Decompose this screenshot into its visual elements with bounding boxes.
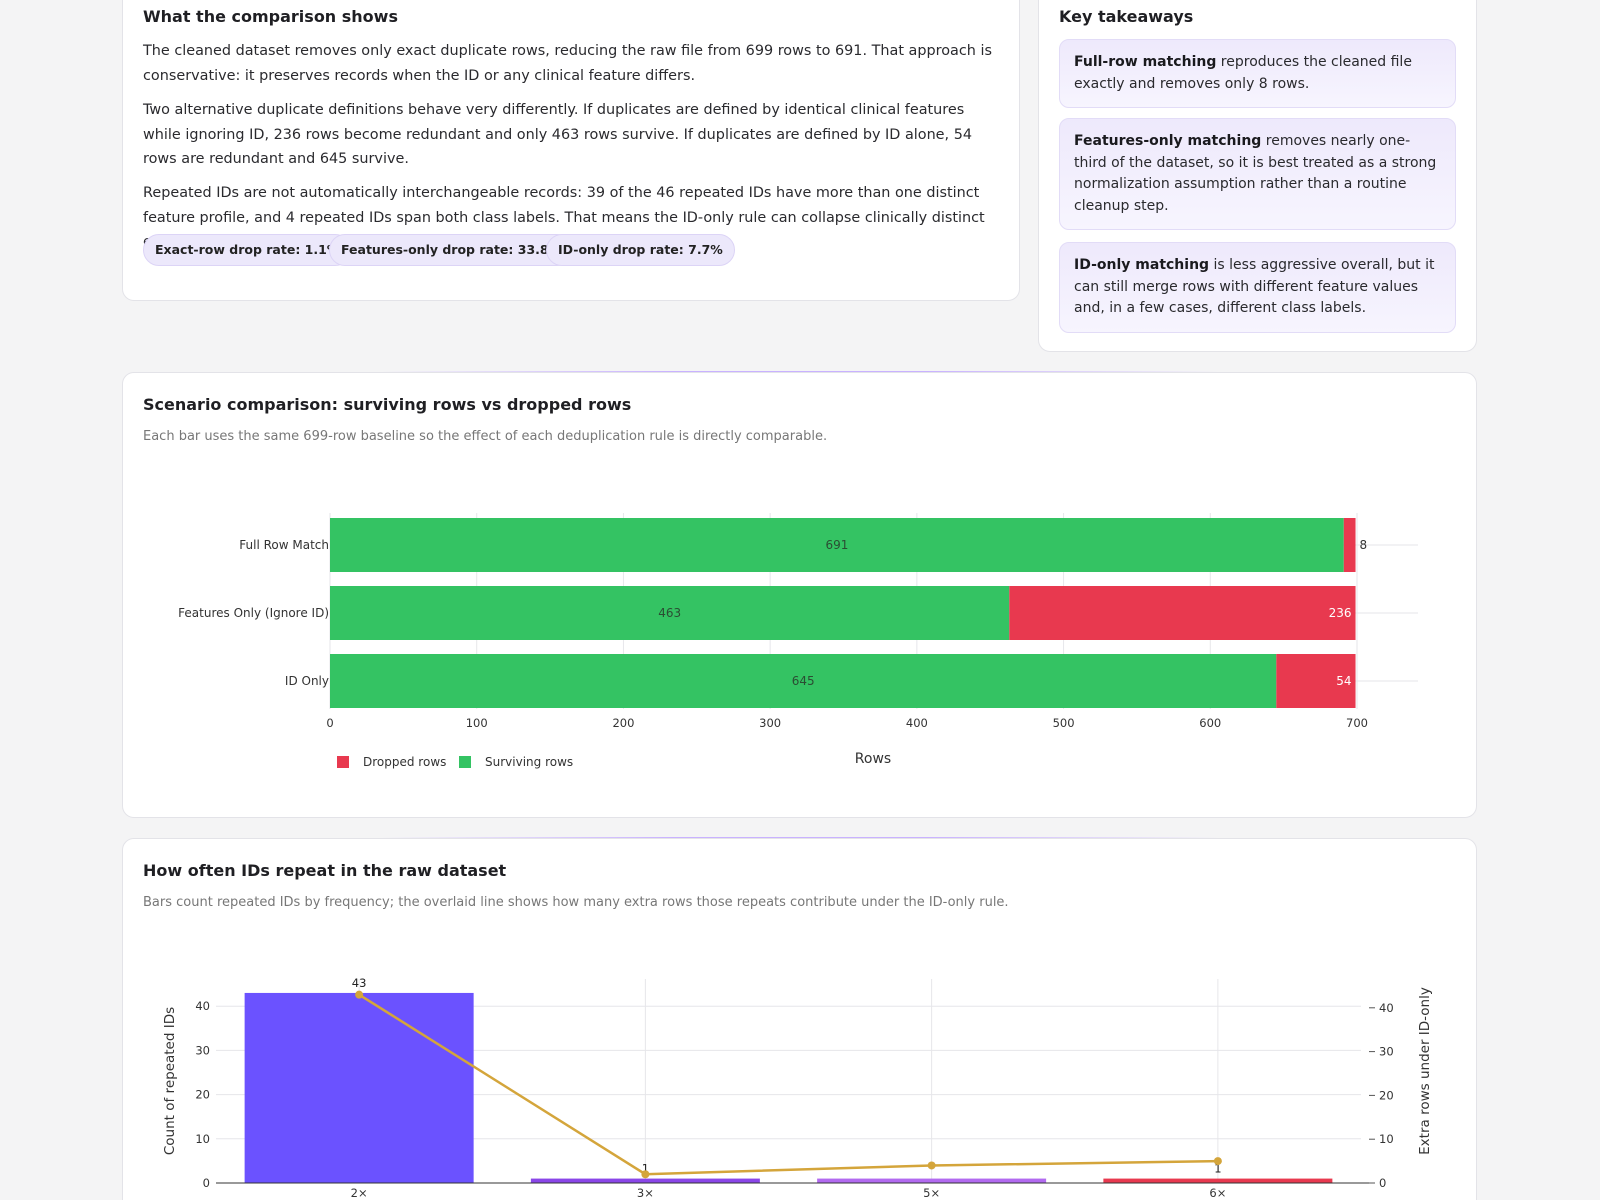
- takeaway-features-only: Features-only matching removes nearly on…: [1059, 118, 1456, 231]
- y-tick-label: 0: [203, 1176, 210, 1190]
- x-tick-label: 2×: [351, 1186, 368, 1200]
- takeaway-full-row: Full-row matching reproduces the cleaned…: [1059, 39, 1456, 109]
- x-tick-label: 0: [326, 716, 333, 730]
- comparison-title: What the comparison shows: [143, 7, 398, 26]
- extra-rows-point: [641, 1170, 650, 1179]
- x-tick-label: 400: [906, 716, 928, 730]
- y-tick-label: 30: [195, 1043, 210, 1057]
- comparison-paragraph-1: The cleaned dataset removes only exact d…: [143, 43, 992, 84]
- dropped-bar: [1009, 586, 1356, 640]
- x-tick-label: 200: [612, 716, 634, 730]
- pill-features-only-drop-rate: Features-only drop rate: 33.8%: [329, 234, 574, 266]
- x-axis-title: Rows: [855, 751, 891, 767]
- x-tick-label: 300: [759, 716, 781, 730]
- y-category-label: ID Only: [285, 674, 329, 688]
- repeat-count-bar: [530, 1178, 760, 1183]
- comparison-card: What the comparison shows The cleaned da…: [122, 0, 1020, 301]
- legend-swatch: [337, 756, 349, 768]
- takeaway-id-only: ID-only matching is less aggressive over…: [1059, 242, 1456, 333]
- legend-swatch: [459, 756, 471, 768]
- scenario-subtitle: Each bar uses the same 699-row baseline …: [143, 429, 828, 444]
- scenario-card: Scenario comparison: surviving rows vs d…: [122, 372, 1477, 818]
- x-tick-label: 5×: [923, 1186, 940, 1200]
- takeaway-id-only-text: is less aggressive overall, but it can s…: [1074, 257, 1435, 317]
- y-axis-title: Count of repeated IDs: [162, 1007, 178, 1155]
- surviving-value-label: 463: [658, 606, 681, 620]
- y-tick-label: 10: [195, 1132, 210, 1146]
- scenario-chart: 0 100 200 300 400 500 600 700 Full Row Match 691 8…: [178, 513, 1418, 769]
- y-category-label: Features Only (Ignore ID): [178, 606, 329, 620]
- repeats-chart: 0 10 20 30 40 0 10 20 30 40 43 2× 1 3× 5× 1 6× Count of r…: [162, 976, 1433, 1200]
- y2-axis-title: Extra rows under ID-only: [1417, 987, 1433, 1155]
- y2-tick-label: 0: [1379, 1176, 1386, 1190]
- y-category-label: Full Row Match: [239, 538, 329, 552]
- dropped-value-label: 8: [1360, 538, 1368, 552]
- scenario-title: Scenario comparison: surviving rows vs d…: [143, 395, 632, 414]
- surviving-bar: [330, 586, 1010, 640]
- bar-value-label: 1: [1214, 1162, 1221, 1176]
- takeaway-full-row-text: reproduces the cleaned file exactly and …: [1074, 54, 1412, 92]
- takeaways-card: Key takeaways Full-row matching reproduc…: [1038, 0, 1477, 352]
- y2-tick-label: 10: [1379, 1132, 1394, 1146]
- surviving-bar: [330, 654, 1277, 708]
- takeaway-features-only-text: removes nearly one-third of the dataset,…: [1074, 133, 1437, 214]
- dropped-bar: [1276, 654, 1356, 708]
- extra-rows-point: [355, 990, 364, 999]
- y-tick-label: 40: [195, 999, 210, 1013]
- x-tick-label: 500: [1053, 716, 1075, 730]
- repeats-title: How often IDs repeat in the raw dataset: [143, 861, 507, 880]
- bar-value-label: 1: [642, 1162, 649, 1176]
- x-tick-label: 600: [1199, 716, 1221, 730]
- dropped-value-label: 54: [1336, 674, 1351, 688]
- x-tick-label: 6×: [1209, 1186, 1226, 1200]
- x-tick-label: 100: [466, 716, 488, 730]
- dropped-value-label: 236: [1329, 606, 1352, 620]
- y-tick-label: 20: [195, 1088, 210, 1102]
- takeaway-features-only-bold: Features-only matching: [1074, 133, 1262, 149]
- repeats-card: How often IDs repeat in the raw dataset …: [122, 838, 1477, 1200]
- repeats-subtitle: Bars count repeated IDs by frequency; th…: [143, 895, 1009, 910]
- pill-id-only-drop-rate: ID-only drop rate: 7.7%: [546, 234, 735, 266]
- legend-label: Dropped rows: [363, 755, 446, 769]
- bar-value-label: 43: [352, 976, 367, 990]
- dropped-bar: [1343, 518, 1356, 572]
- takeaway-id-only-bold: ID-only matching: [1074, 257, 1210, 273]
- y2-tick-label: 30: [1379, 1045, 1394, 1059]
- takeaways-title: Key takeaways: [1059, 7, 1194, 26]
- extra-rows-line: [358, 993, 1218, 1176]
- takeaway-full-row-bold: Full-row matching: [1074, 54, 1217, 70]
- surviving-value-label: 645: [792, 674, 815, 688]
- repeat-count-bar: [817, 1178, 1047, 1183]
- extra-rows-point: [927, 1161, 936, 1170]
- pill-exact-row-drop-rate: Exact-row drop rate: 1.1%: [143, 234, 352, 266]
- repeat-count-bar: [1103, 1178, 1333, 1183]
- y2-tick-label: 20: [1379, 1088, 1394, 1102]
- comparison-paragraph-2: Two alternative duplicate definitions be…: [143, 102, 972, 168]
- extra-rows-point: [1213, 1157, 1222, 1166]
- surviving-value-label: 691: [825, 538, 848, 552]
- surviving-bar: [330, 518, 1344, 572]
- y2-tick-label: 40: [1379, 1001, 1394, 1015]
- x-tick-label: 3×: [637, 1186, 654, 1200]
- repeat-count-bar: [244, 992, 474, 1183]
- legend-label: Surviving rows: [485, 755, 573, 769]
- x-tick-label: 700: [1346, 716, 1368, 730]
